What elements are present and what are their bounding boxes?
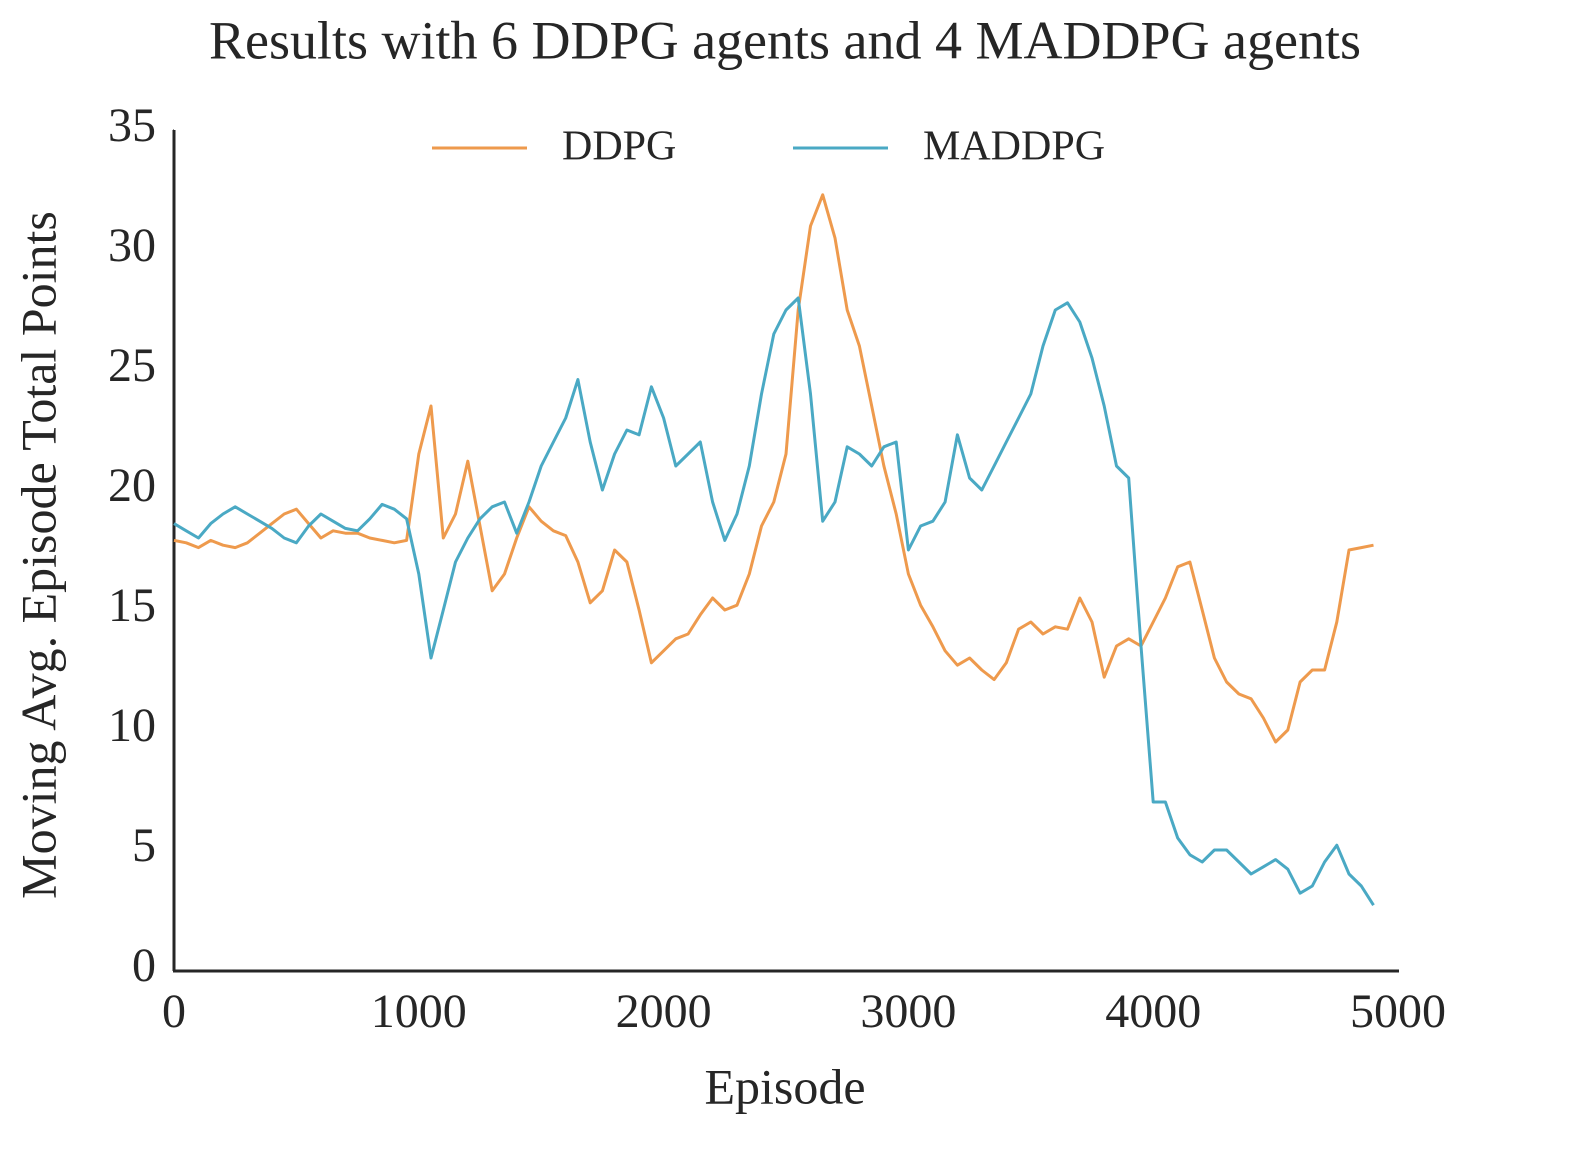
y-tick-label: 0	[132, 939, 156, 992]
x-tick-label: 3000	[860, 985, 956, 1038]
y-tick-label: 35	[108, 99, 156, 152]
x-tick-label: 4000	[1105, 985, 1201, 1038]
legend-label: MADDPG	[923, 124, 1105, 170]
y-tick-label: 25	[108, 339, 156, 392]
y-tick-label: 10	[108, 699, 156, 752]
x-tick-label: 5000	[1350, 985, 1446, 1038]
series-line	[173, 193, 1374, 744]
y-tick-label: 30	[108, 219, 156, 272]
legend-label: DDPG	[562, 124, 676, 170]
x-tick-label: 0	[162, 985, 186, 1038]
y-tick-label: 20	[108, 459, 156, 512]
x-tick-label: 2000	[616, 985, 712, 1038]
y-tick-label: 15	[108, 579, 156, 632]
series-line	[173, 296, 1375, 907]
x-tick-label: 1000	[371, 985, 467, 1038]
x-axis-label: Episode	[704, 1058, 865, 1114]
chart-title: Results with 6 DDPG agents and 4 MADDPG …	[209, 10, 1361, 70]
y-axis-label: Moving Avg. Episode Total Points	[10, 211, 66, 899]
y-tick-label: 5	[132, 819, 156, 872]
